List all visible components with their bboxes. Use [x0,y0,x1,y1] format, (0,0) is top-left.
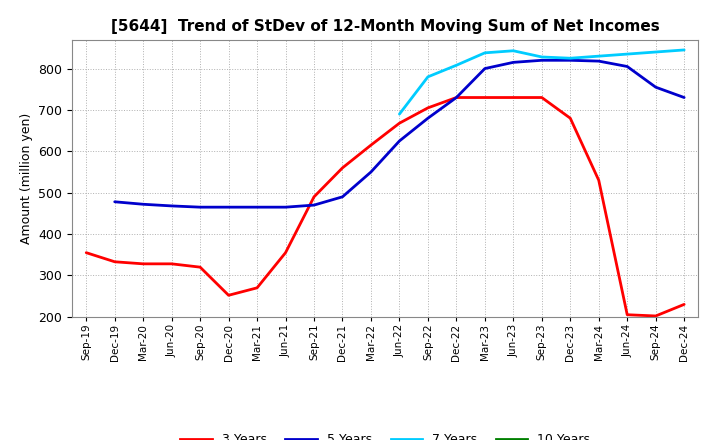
7 Years [595,54,603,59]
5 Years [395,138,404,143]
7 Years [652,49,660,55]
3 Years [310,194,318,199]
3 Years [282,250,290,255]
5 Years [423,116,432,121]
3 Years [225,293,233,298]
5 Years [110,199,119,205]
Line: 3 Years: 3 Years [86,98,684,316]
3 Years [480,95,489,100]
3 Years [366,143,375,148]
7 Years [452,62,461,68]
3 Years [395,121,404,126]
Line: 7 Years: 7 Years [400,50,684,114]
7 Years [423,74,432,80]
Y-axis label: Amount (million yen): Amount (million yen) [19,113,32,244]
5 Years [680,95,688,100]
5 Years [253,205,261,210]
3 Years [423,105,432,110]
3 Years [196,264,204,270]
5 Years [225,205,233,210]
5 Years [652,84,660,90]
3 Years [452,95,461,100]
3 Years [566,116,575,121]
3 Years [167,261,176,267]
3 Years [509,95,518,100]
Legend: 3 Years, 5 Years, 7 Years, 10 Years: 3 Years, 5 Years, 7 Years, 10 Years [176,429,595,440]
5 Years [310,202,318,208]
5 Years [338,194,347,199]
5 Years [537,58,546,63]
7 Years [537,54,546,59]
5 Years [595,59,603,64]
3 Years [537,95,546,100]
3 Years [82,250,91,255]
3 Years [139,261,148,267]
5 Years [480,66,489,71]
Title: [5644]  Trend of StDev of 12-Month Moving Sum of Net Incomes: [5644] Trend of StDev of 12-Month Moving… [111,19,660,34]
3 Years [338,165,347,170]
3 Years [253,285,261,290]
3 Years [595,178,603,183]
7 Years [395,111,404,117]
3 Years [623,312,631,317]
7 Years [480,50,489,55]
5 Years [566,58,575,63]
7 Years [509,48,518,53]
5 Years [509,60,518,65]
3 Years [680,302,688,307]
3 Years [110,259,119,264]
5 Years [282,205,290,210]
3 Years [652,313,660,319]
5 Years [139,202,148,207]
7 Years [623,51,631,57]
Line: 5 Years: 5 Years [114,60,684,207]
5 Years [623,64,631,69]
7 Years [566,55,575,61]
5 Years [196,205,204,210]
5 Years [452,95,461,100]
5 Years [167,203,176,209]
7 Years [680,48,688,53]
5 Years [366,169,375,175]
